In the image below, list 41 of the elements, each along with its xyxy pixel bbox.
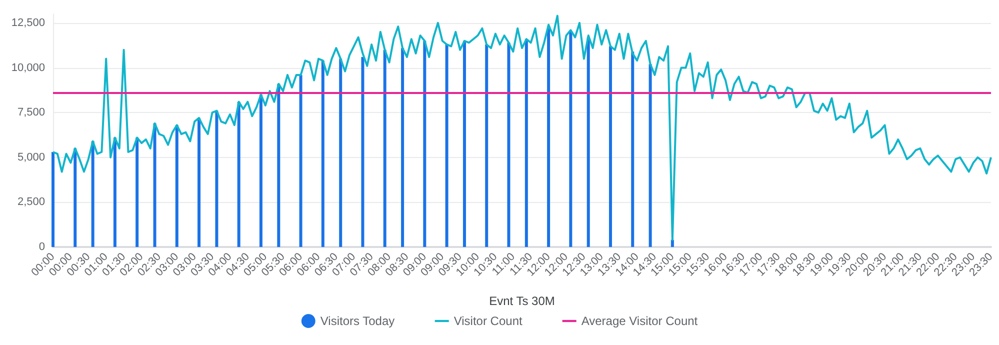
bar — [670, 240, 674, 247]
bar — [198, 118, 201, 247]
bar — [259, 94, 262, 247]
y-tick-label: 12,500 — [11, 16, 45, 29]
y-tick-label: 0 — [38, 241, 45, 253]
legend-label: Visitor Count — [454, 314, 523, 328]
bar — [586, 37, 590, 247]
bar — [445, 44, 448, 247]
bar — [485, 44, 488, 247]
y-tick-label: 2,500 — [17, 196, 45, 208]
bar — [74, 148, 77, 247]
bar — [321, 60, 324, 247]
bar — [462, 40, 466, 247]
y-tick-label: 7,500 — [17, 106, 45, 119]
bar — [547, 28, 550, 247]
bar — [608, 46, 612, 247]
bar — [91, 141, 94, 247]
bar — [383, 50, 386, 247]
bar — [52, 152, 54, 247]
bar — [339, 58, 342, 247]
y-tick-label: 10,000 — [11, 62, 45, 74]
bar — [631, 52, 634, 247]
bar — [569, 32, 572, 247]
line-series — [52, 14, 992, 241]
bar — [215, 110, 218, 247]
legend-label: Average Visitor Count — [581, 314, 698, 328]
bar — [299, 74, 302, 247]
legend-label: Visitors Today — [320, 314, 395, 328]
bar — [401, 48, 404, 247]
bar — [136, 138, 139, 247]
x-axis-title: Evnt Ts 30M — [489, 294, 555, 308]
bar — [524, 39, 528, 247]
bar — [423, 40, 426, 247]
bar — [361, 57, 364, 247]
bar — [175, 125, 178, 247]
bar — [153, 123, 156, 247]
bar — [648, 64, 652, 247]
y-tick-label: 5,000 — [17, 151, 45, 164]
bar — [113, 138, 116, 247]
bar — [507, 42, 510, 247]
bar — [277, 84, 280, 247]
